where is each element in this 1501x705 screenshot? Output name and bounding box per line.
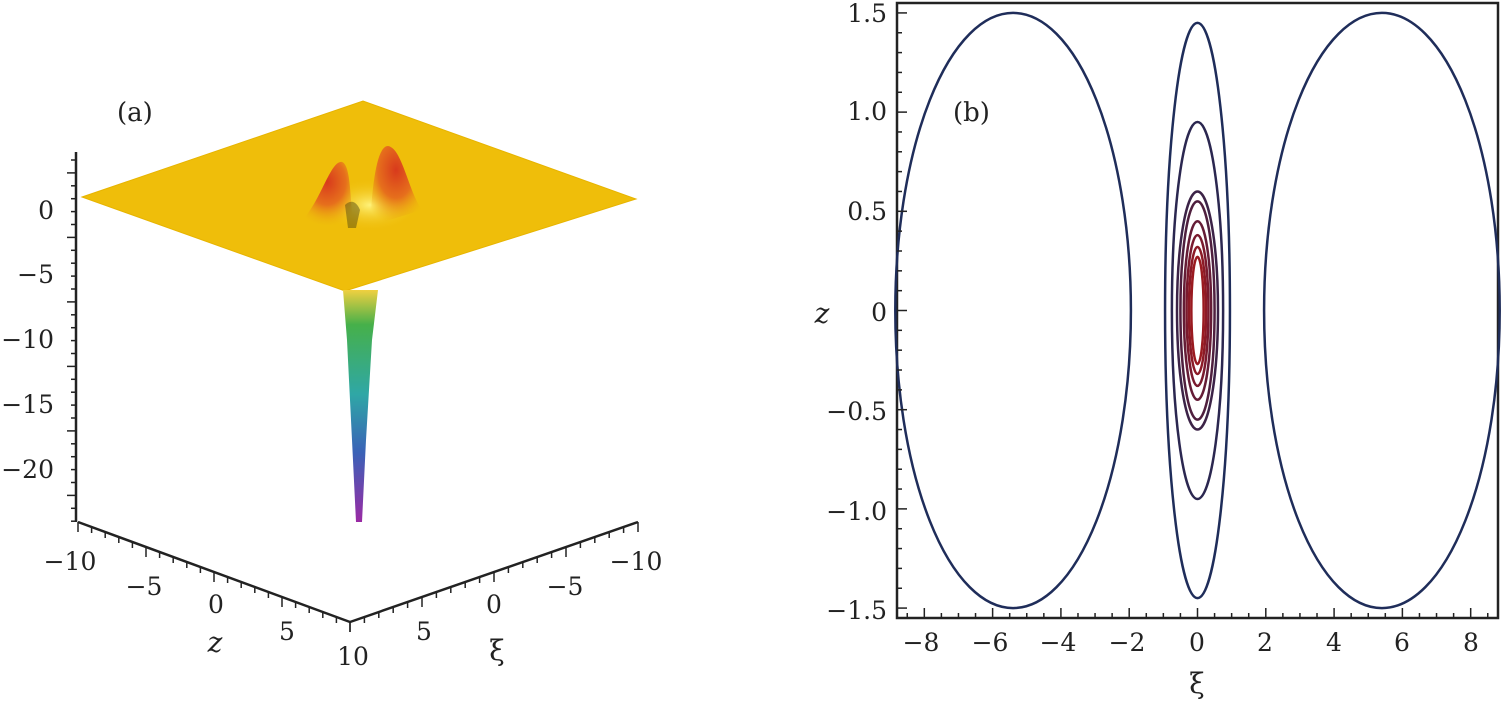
a-ztick-label: 10 xyxy=(337,642,369,671)
a-vtick-label: −10 xyxy=(1,325,54,354)
b-xtick-label: 6 xyxy=(1394,628,1410,657)
a-ztick-label: −10 xyxy=(44,547,97,576)
a-xitick-label: 0 xyxy=(486,590,502,619)
b-xtick-label: −6 xyxy=(972,628,1009,657)
surface-peak xyxy=(370,146,422,226)
contour-line xyxy=(1175,190,1220,431)
a-vtick-label: −5 xyxy=(17,260,54,289)
panel-b-contours xyxy=(894,11,1501,610)
panel-a-z-ticks xyxy=(77,522,351,632)
a-vtick-label: −15 xyxy=(1,390,54,419)
b-ytick-label: 0.5 xyxy=(847,197,887,226)
panel-b-label: (b) xyxy=(953,98,990,128)
contour-line xyxy=(1182,219,1213,402)
panel-a-vertical-ticks xyxy=(67,159,76,522)
b-ytick-label: −1.5 xyxy=(826,596,887,625)
panel-b-y-tick-labels: 1.5 1.0 0.5 0 −0.5 −1.0 −1.5 xyxy=(826,0,887,625)
a-xitick-label: −10 xyxy=(610,547,663,576)
contour-line xyxy=(894,11,1133,610)
b-xtick-label: −8 xyxy=(903,628,940,657)
panel-b-x-axis-title: ξ xyxy=(1189,667,1204,700)
contour-line xyxy=(1185,233,1210,388)
contour-line xyxy=(1190,255,1205,366)
b-ytick-label: 0 xyxy=(871,298,887,327)
b-xtick-label: 8 xyxy=(1463,628,1479,657)
contour-line xyxy=(1262,11,1501,610)
surface-trough-stem xyxy=(343,290,378,522)
b-xtick-label: 4 xyxy=(1326,628,1342,657)
contour-line xyxy=(1179,200,1216,421)
panel-a-vertical-tick-labels: 0 −5 −10 −15 −20 xyxy=(1,196,54,484)
a-z-axis-title: z xyxy=(207,626,223,659)
surface-peak-shadow xyxy=(345,201,360,228)
panel-b-y-axis-title: z xyxy=(814,297,830,330)
panel-a-label: (a) xyxy=(117,98,153,128)
contour-line xyxy=(1163,21,1232,600)
panel-b-x-tick-labels: −8 −6 −4 −2 0 2 4 6 8 xyxy=(903,628,1479,657)
contour-line xyxy=(1170,120,1225,501)
a-vtick-label: 0 xyxy=(38,196,54,225)
a-xi-axis-title: ξ xyxy=(489,634,504,667)
b-ytick-label: −1.0 xyxy=(826,497,887,526)
panel-a-xi-ticks xyxy=(349,522,639,632)
a-ztick-label: 0 xyxy=(208,590,224,619)
a-ztick-label: 5 xyxy=(279,617,295,646)
panel-b-y-ticks xyxy=(897,12,907,609)
b-xtick-label: 2 xyxy=(1257,628,1273,657)
b-xtick-label: 0 xyxy=(1189,628,1205,657)
b-xtick-label: −2 xyxy=(1109,628,1146,657)
panel-b: −8 −6 −4 −2 0 2 4 6 8 ξ 1.5 1.0 0.5 0 −0… xyxy=(814,0,1501,700)
b-ytick-label: 1.0 xyxy=(847,97,887,126)
panel-b-x-ticks xyxy=(906,608,1489,618)
a-xitick-label: −5 xyxy=(547,572,584,601)
panel-a: 0 −5 −10 −15 −20 −10 −5 0 5 10 z −10 −5 … xyxy=(1,98,662,671)
a-vtick-label: −20 xyxy=(1,455,54,484)
a-ztick-label: −5 xyxy=(126,572,163,601)
b-xtick-label: −4 xyxy=(1040,628,1077,657)
panel-b-plot-frame xyxy=(895,1,1500,620)
surface-peak xyxy=(300,161,354,228)
b-ytick-label: −0.5 xyxy=(826,397,887,426)
b-ytick-label: 1.5 xyxy=(847,0,887,28)
contour-line xyxy=(1187,245,1208,376)
a-xitick-label: 5 xyxy=(416,617,432,646)
